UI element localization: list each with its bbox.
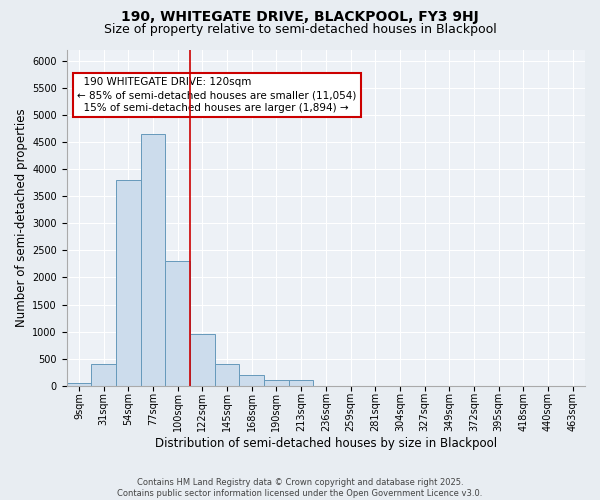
Text: Contains HM Land Registry data © Crown copyright and database right 2025.
Contai: Contains HM Land Registry data © Crown c…	[118, 478, 482, 498]
Text: 190 WHITEGATE DRIVE: 120sqm
← 85% of semi-detached houses are smaller (11,054)
 : 190 WHITEGATE DRIVE: 120sqm ← 85% of sem…	[77, 77, 356, 114]
Bar	[91, 364, 116, 386]
Bar	[215, 364, 239, 386]
Text: 190, WHITEGATE DRIVE, BLACKPOOL, FY3 9HJ: 190, WHITEGATE DRIVE, BLACKPOOL, FY3 9HJ	[121, 10, 479, 24]
Bar	[166, 261, 190, 386]
Bar	[67, 383, 91, 386]
Bar	[239, 375, 264, 386]
Text: Size of property relative to semi-detached houses in Blackpool: Size of property relative to semi-detach…	[104, 22, 496, 36]
Bar	[289, 380, 313, 386]
Bar	[140, 134, 166, 386]
Bar	[116, 180, 140, 386]
X-axis label: Distribution of semi-detached houses by size in Blackpool: Distribution of semi-detached houses by …	[155, 437, 497, 450]
Y-axis label: Number of semi-detached properties: Number of semi-detached properties	[15, 108, 28, 327]
Bar	[264, 380, 289, 386]
Bar	[190, 334, 215, 386]
